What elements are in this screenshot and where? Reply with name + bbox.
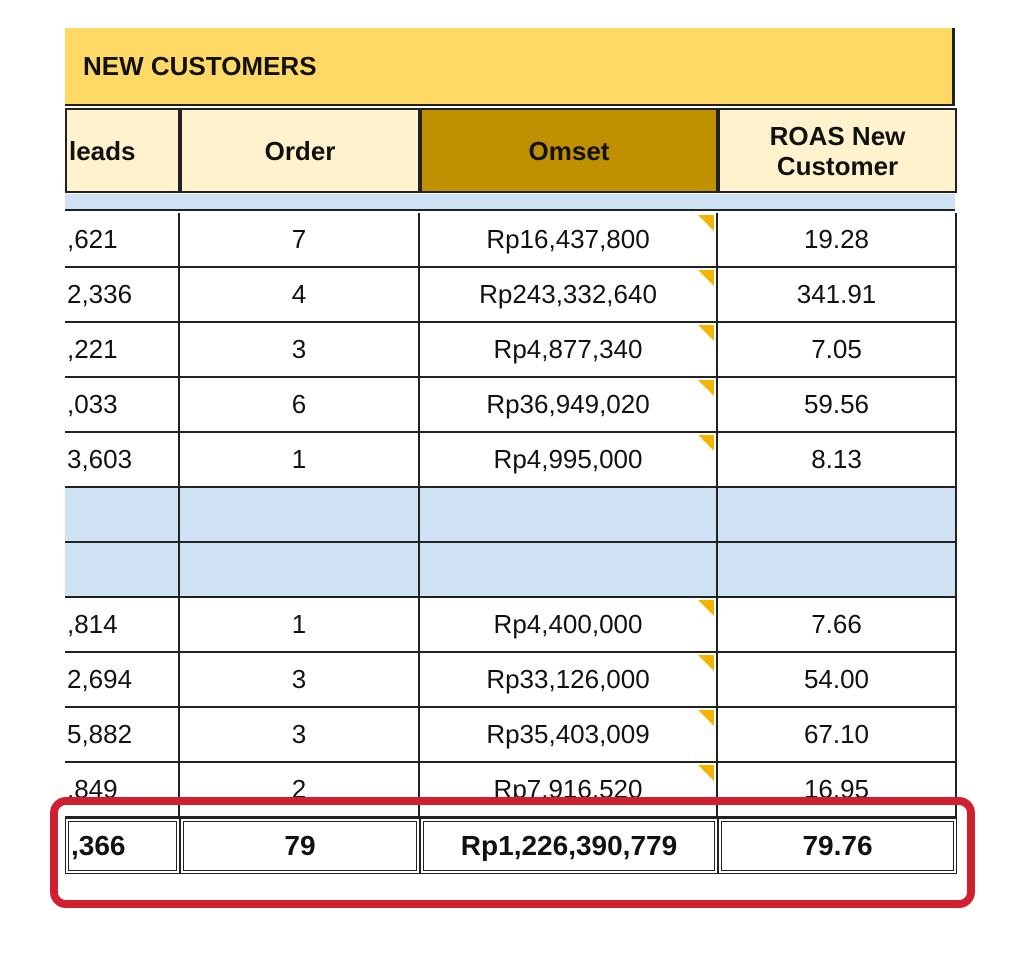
column-header[interactable]: ROAS New Customer <box>718 108 957 193</box>
table-cell[interactable]: 67.10 <box>718 708 957 763</box>
table-cell[interactable]: 2,336 <box>65 268 180 323</box>
column-header[interactable]: Omset <box>420 108 718 193</box>
table-cell[interactable]: 2,694 <box>65 653 180 708</box>
table-cell[interactable]: ,621 <box>65 213 180 268</box>
table-cell[interactable]: Rp4,877,340 <box>420 323 718 378</box>
comment-marker <box>698 325 714 341</box>
total-cell[interactable]: ,366 <box>65 818 180 874</box>
table-cell[interactable]: ,033 <box>65 378 180 433</box>
table-cell[interactable]: 59.56 <box>718 378 957 433</box>
table-cell[interactable]: 4 <box>180 268 420 323</box>
column-header[interactable]: Order <box>180 108 420 193</box>
comment-marker <box>698 765 714 781</box>
table-cell[interactable]: 16.95 <box>718 763 957 818</box>
blank-cell <box>180 543 420 598</box>
table-cell[interactable]: Rp243,332,640 <box>420 268 718 323</box>
table-cell[interactable]: 341.91 <box>718 268 957 323</box>
comment-marker <box>698 435 714 451</box>
table-cell[interactable]: Rp33,126,000 <box>420 653 718 708</box>
table-cell[interactable]: 7 <box>180 213 420 268</box>
blank-cell <box>718 488 957 543</box>
table-cell[interactable]: Rp4,995,000 <box>420 433 718 488</box>
table-cell[interactable]: 5,882 <box>65 708 180 763</box>
table-cell[interactable]: 2 <box>180 763 420 818</box>
table-cell[interactable]: Rp35,403,009 <box>420 708 718 763</box>
separator-strip <box>65 194 955 211</box>
table-cell[interactable]: Rp16,437,800 <box>420 213 718 268</box>
table-cell[interactable]: 7.66 <box>718 598 957 653</box>
table-cell[interactable]: Rp36,949,020 <box>420 378 718 433</box>
comment-marker <box>698 215 714 231</box>
total-cell[interactable]: 79 <box>180 818 420 874</box>
table-cell[interactable]: 8.13 <box>718 433 957 488</box>
blank-cell <box>420 543 718 598</box>
highlight-box <box>50 797 975 908</box>
table-cell[interactable]: ,221 <box>65 323 180 378</box>
column-header[interactable]: leads <box>65 108 180 193</box>
comment-marker <box>698 600 714 616</box>
section-title: NEW CUSTOMERS <box>65 28 955 106</box>
total-cell[interactable]: 79.76 <box>718 818 957 874</box>
table-cell[interactable]: 3 <box>180 708 420 763</box>
table-cell[interactable]: Rp4,400,000 <box>420 598 718 653</box>
table-cell[interactable]: 6 <box>180 378 420 433</box>
comment-marker <box>698 710 714 726</box>
table-cell[interactable]: 3 <box>180 653 420 708</box>
comment-marker <box>698 655 714 671</box>
comment-marker <box>698 380 714 396</box>
blank-cell <box>180 488 420 543</box>
table-cell[interactable]: ,814 <box>65 598 180 653</box>
table-cell[interactable]: 54.00 <box>718 653 957 708</box>
blank-cell <box>65 543 180 598</box>
table-cell[interactable]: 7.05 <box>718 323 957 378</box>
blank-cell <box>420 488 718 543</box>
blank-cell <box>718 543 957 598</box>
table-cell[interactable]: 3,603 <box>65 433 180 488</box>
comment-marker <box>698 270 714 286</box>
blank-cell <box>65 488 180 543</box>
table-cell[interactable]: 19.28 <box>718 213 957 268</box>
table-cell[interactable]: 1 <box>180 433 420 488</box>
table-cell[interactable]: 3 <box>180 323 420 378</box>
table-cell[interactable]: 1 <box>180 598 420 653</box>
total-cell[interactable]: Rp1,226,390,779 <box>420 818 718 874</box>
